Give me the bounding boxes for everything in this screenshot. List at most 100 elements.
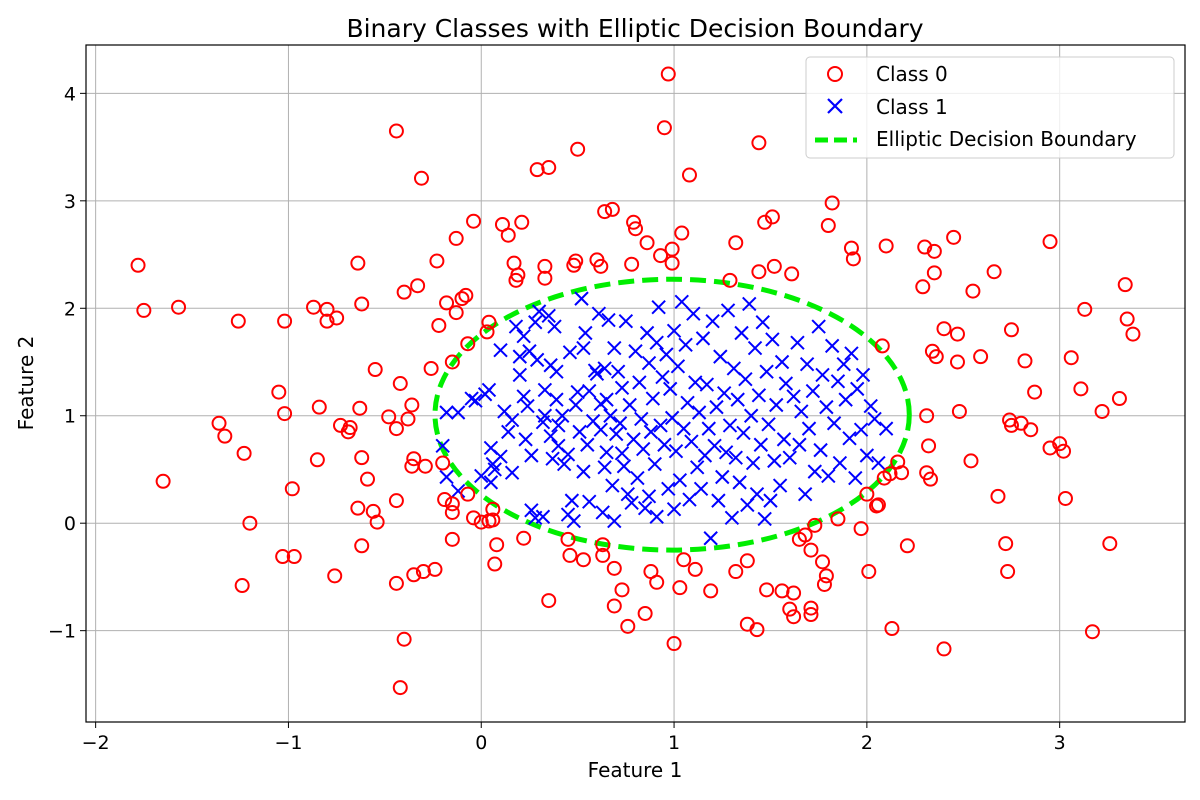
- y-tick-label: 4: [64, 83, 76, 105]
- class-0-point: [1042, 440, 1058, 456]
- class-0-point: [803, 542, 819, 558]
- x-tick-label: −2: [82, 732, 110, 754]
- class-0-point: [597, 204, 613, 220]
- class-1-point: [556, 456, 572, 472]
- class-1-point: [878, 421, 894, 436]
- class-1-point: [512, 349, 528, 364]
- class-0-point: [1000, 564, 1016, 580]
- x-tick-label: 3: [1054, 732, 1066, 754]
- class-1-point: [636, 441, 651, 457]
- class-0-point: [606, 598, 622, 614]
- class-1-point: [844, 346, 859, 361]
- class-0-point: [275, 549, 291, 565]
- class-1-point: [821, 468, 836, 484]
- class-0-point: [485, 512, 501, 528]
- class-0-point: [400, 411, 416, 427]
- class-1-point: [564, 493, 580, 508]
- class-0-point: [354, 538, 370, 554]
- class-0-point: [234, 578, 250, 594]
- class-0-point: [936, 321, 952, 337]
- class-0-point: [926, 243, 942, 259]
- class-0-point: [1077, 301, 1093, 317]
- class-1-point: [811, 319, 826, 334]
- class-0-point: [473, 514, 489, 530]
- class-0-point: [830, 511, 846, 527]
- class-0-point: [921, 438, 937, 454]
- axis-ticks: −2 −1 0 1 2 3 −1 0 1 2 3 4: [48, 83, 1066, 754]
- class-0-point: [949, 326, 965, 342]
- class-1-point: [724, 510, 740, 526]
- class-1-point: [655, 369, 670, 385]
- class-1-point: [701, 421, 716, 436]
- class-1-point: [572, 424, 587, 440]
- class-0-point: [415, 564, 431, 580]
- class-0-point: [570, 141, 586, 157]
- class-0-points: [130, 66, 1141, 696]
- class-0-point: [458, 287, 474, 303]
- class-1-point: [574, 291, 589, 306]
- class-0-point: [664, 255, 680, 271]
- class-0-point: [413, 170, 429, 186]
- class-1-point: [761, 417, 776, 432]
- class-1-point: [609, 426, 624, 442]
- class-1-point: [728, 450, 743, 465]
- class-1-point: [776, 432, 792, 447]
- class-1-point: [582, 383, 597, 399]
- legend-boundary-label: Elliptic Decision Boundary: [876, 127, 1137, 151]
- class-0-point: [922, 471, 938, 487]
- class-0-point: [130, 257, 146, 273]
- class-0-point: [487, 556, 503, 572]
- class-1-point: [786, 389, 801, 404]
- class-0-point: [786, 585, 802, 601]
- class-1-point: [641, 355, 657, 371]
- class-1-point: [749, 486, 765, 502]
- class-1-point: [645, 391, 661, 406]
- legend-box: [805, 56, 1175, 159]
- class-0-point: [396, 284, 412, 300]
- class-1-point: [718, 445, 734, 460]
- class-1-point: [867, 411, 882, 427]
- class-0-point: [444, 354, 460, 370]
- class-1-point: [545, 451, 560, 466]
- class-1-point: [747, 340, 763, 356]
- class-1-point: [508, 319, 524, 334]
- class-1-point: [504, 412, 520, 428]
- class-1-point: [599, 392, 614, 407]
- class-1-point: [589, 366, 605, 382]
- class-0-point: [350, 500, 366, 516]
- class-1-point: [649, 335, 664, 350]
- class-0-point: [882, 466, 898, 482]
- class-1-point: [591, 306, 607, 321]
- class-1-point: [738, 371, 753, 387]
- class-1-point: [493, 449, 508, 464]
- class-0-point: [444, 504, 460, 520]
- class-1-point: [684, 434, 699, 449]
- y-axis-label: Feature 2: [14, 336, 38, 431]
- class-0-point: [352, 400, 368, 416]
- class-0-point: [417, 458, 433, 474]
- class-1-point: [643, 424, 659, 440]
- class-1-point: [501, 424, 516, 440]
- y-tick-label: 2: [64, 298, 76, 320]
- class-0-point: [672, 580, 688, 596]
- class-0-point: [786, 609, 802, 625]
- class-0-point: [739, 553, 755, 569]
- class-1-point: [797, 486, 813, 502]
- class-1-point: [726, 361, 742, 376]
- class-0-point: [766, 258, 782, 274]
- class-1-point: [765, 332, 780, 347]
- class-1-point: [622, 397, 637, 413]
- class-1-point: [634, 411, 649, 427]
- class-0-point: [965, 283, 981, 299]
- class-1-point: [524, 503, 539, 518]
- class-1-point: [630, 470, 645, 486]
- class-1-point: [688, 375, 703, 390]
- class-1-point: [730, 392, 745, 407]
- class-1-point: [547, 319, 562, 334]
- class-1-point: [734, 325, 749, 341]
- class-0-point: [537, 270, 553, 286]
- class-0-point: [277, 313, 293, 329]
- class-1-point: [871, 455, 886, 471]
- class-0-point: [757, 214, 773, 230]
- class-0-point: [404, 397, 420, 413]
